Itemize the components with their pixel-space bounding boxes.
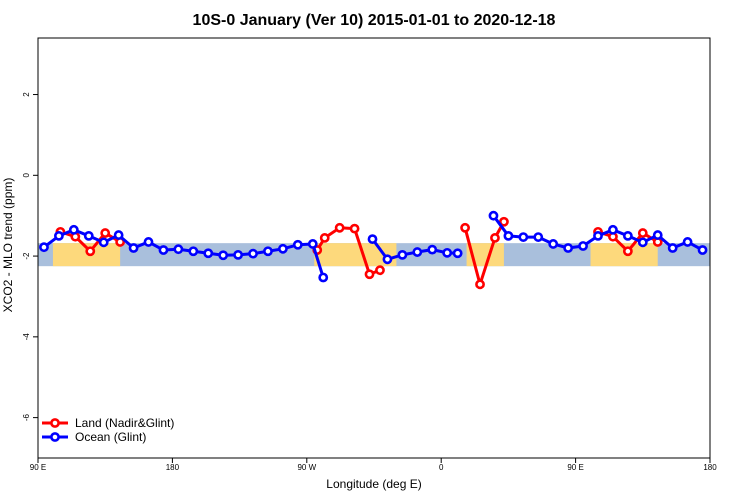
land-band: [314, 243, 397, 267]
series-group: [39, 210, 708, 290]
legend-marker: [50, 418, 60, 428]
y-tick-label: -4: [22, 333, 31, 341]
x-tick-label: 90 E: [567, 463, 583, 472]
y-tick-label: 0: [22, 173, 31, 178]
x-tick-label: 0: [439, 463, 444, 472]
plot-area: [37, 37, 711, 459]
x-tick-label: 90 W: [297, 463, 316, 472]
data-point: [203, 248, 214, 259]
data-point: [563, 243, 574, 253]
data-point: [334, 222, 345, 233]
data-point: [54, 230, 64, 241]
data-point: [364, 269, 375, 280]
data-point: [593, 230, 603, 241]
data-point: [188, 246, 199, 257]
chart-title: 10S-0 January (Ver 10) 2015-01-01 to 202…: [193, 12, 556, 29]
data-point: [218, 250, 229, 261]
data-point: [548, 239, 559, 249]
data-point: [490, 233, 500, 243]
y-axis-label: XCO2 - MLO trend (ppm): [1, 178, 15, 313]
data-point: [637, 237, 648, 248]
data-point: [488, 210, 499, 221]
data-point: [98, 237, 109, 248]
data-point: [173, 244, 184, 255]
data-point: [233, 249, 244, 260]
data-point: [667, 243, 678, 253]
legend: Land (Nadir&Glint)Ocean (Glint): [42, 416, 174, 444]
data-point: [68, 224, 79, 235]
plot-frame: [37, 37, 711, 459]
data-point: [263, 246, 273, 257]
data-point: [578, 241, 588, 251]
data-point: [637, 228, 648, 238]
data-point: [427, 244, 438, 255]
land-band: [590, 243, 658, 267]
y-tick-label: 2: [22, 92, 31, 97]
legend-label: Land (Nadir&Glint): [75, 416, 174, 430]
land-band-group: [52, 243, 658, 267]
y-axis: -6 -4 -2 0 2: [22, 92, 38, 421]
data-point: [499, 216, 509, 227]
data-point: [83, 230, 94, 241]
data-point: [452, 248, 463, 259]
data-point: [113, 230, 124, 240]
data-point: [349, 223, 360, 234]
data-point: [608, 224, 618, 235]
x-tick-label: 180: [703, 463, 717, 472]
data-point: [39, 242, 49, 253]
data-point: [697, 245, 708, 255]
data-point: [622, 230, 633, 241]
data-point: [412, 247, 423, 257]
series-line: [463, 221, 506, 286]
data-point: [682, 237, 693, 247]
data-point: [533, 232, 544, 242]
data-point: [248, 248, 258, 259]
x-tick-label: 180: [166, 463, 180, 472]
data-point: [503, 230, 514, 241]
legend-marker: [50, 432, 60, 442]
data-point: [382, 254, 393, 265]
data-point: [307, 239, 318, 249]
data-point: [475, 279, 485, 290]
data-point: [397, 249, 408, 260]
data-point: [292, 239, 303, 250]
data-point: [318, 272, 329, 283]
x-tick-label: 90 E: [30, 463, 46, 472]
data-point: [375, 265, 385, 276]
data-point: [622, 246, 633, 257]
data-point: [319, 233, 330, 243]
data-point: [518, 232, 529, 242]
data-point: [460, 222, 470, 233]
data-point: [85, 246, 96, 257]
data-point: [143, 237, 154, 247]
y-tick-label: -6: [22, 414, 31, 422]
land-band: [466, 243, 504, 267]
legend-label: Ocean (Glint): [75, 430, 146, 444]
ocean-series: [39, 210, 708, 283]
data-point: [158, 245, 169, 255]
data-point: [128, 243, 139, 253]
land-band: [52, 243, 121, 267]
data-point: [442, 247, 453, 258]
y-tick-label: -2: [22, 252, 31, 260]
data-point: [652, 230, 663, 240]
data-point: [367, 234, 378, 245]
x-axis-label: Longitude (deg E): [326, 477, 421, 491]
data-point: [100, 228, 111, 238]
data-point: [278, 243, 288, 254]
x-axis: 90 E 180 90 W 0 90 E 180: [30, 458, 717, 472]
